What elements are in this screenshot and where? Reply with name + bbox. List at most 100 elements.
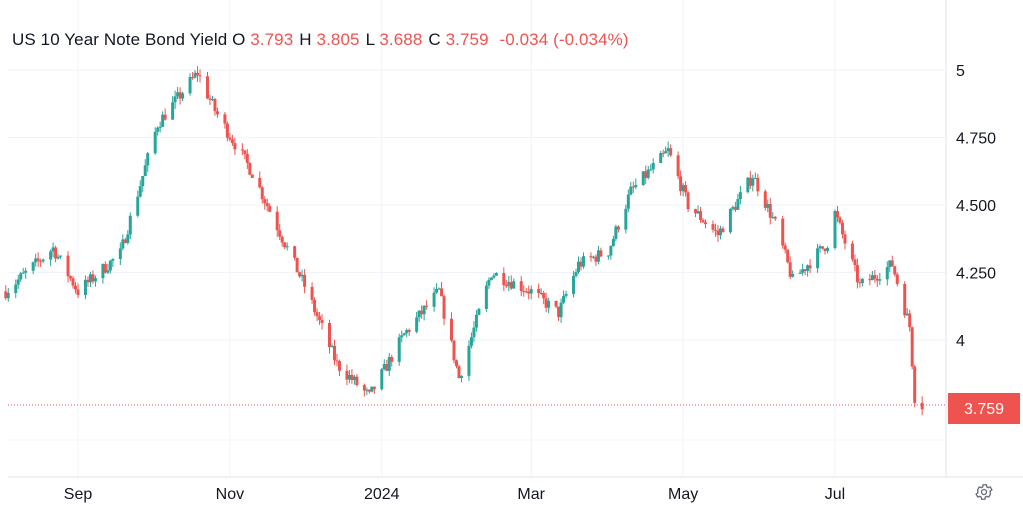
candle-down (544, 298, 548, 308)
candle-down (243, 150, 247, 154)
y-tick-label: 4.250 (956, 266, 996, 283)
candle-down (372, 386, 376, 390)
candle-down (803, 269, 807, 271)
candle-up (285, 246, 289, 248)
legend-high-label: H (299, 30, 312, 49)
candle-down (318, 316, 322, 320)
legend-high-value: 3.805 (316, 30, 360, 49)
candle-down (278, 230, 282, 237)
y-tick-label: 4.750 (956, 131, 996, 148)
candle-up (31, 262, 35, 271)
candle-up (611, 239, 615, 246)
candle-up (626, 194, 630, 209)
candle-down (320, 319, 324, 323)
candle-up (472, 327, 476, 338)
candle-down (631, 186, 635, 188)
candle-up (572, 276, 576, 294)
candle-down (39, 260, 43, 262)
y-tick-label: 4.500 (956, 198, 996, 215)
candle-down (74, 285, 78, 290)
price-axis: 4 4.250 4.500 4.750 5 (956, 63, 996, 350)
candle-down (337, 361, 341, 371)
candle-down (669, 148, 673, 156)
candle-down (265, 203, 269, 207)
candle-down (502, 272, 506, 286)
candle-down (504, 285, 508, 287)
grid-lines (8, 0, 946, 477)
candle-down (711, 224, 715, 230)
candle-up (487, 279, 491, 286)
candle-up (347, 374, 351, 380)
candle-down (225, 123, 229, 138)
candle-up (56, 256, 60, 259)
candle-up (59, 255, 63, 257)
candle-up (736, 199, 740, 210)
legend-low-label: L (365, 30, 375, 49)
candle-up (664, 151, 668, 154)
candle-down (843, 234, 847, 244)
candle-up (646, 169, 650, 178)
candle-down (768, 204, 772, 218)
candle-up (111, 259, 115, 261)
candle-up (816, 248, 820, 269)
candle-down (686, 192, 690, 210)
candle-down (103, 264, 107, 273)
candle-up (512, 281, 516, 289)
candle-down (452, 340, 456, 361)
candle-up (547, 300, 551, 308)
candle-down (313, 300, 317, 313)
candle-down (208, 98, 212, 100)
candle-up (564, 293, 568, 296)
candle-up (432, 292, 436, 307)
candle-up (559, 302, 563, 318)
candle-down (228, 137, 232, 140)
candle-down (840, 222, 844, 235)
legend-title: US 10 Year Note Bond Yield (12, 30, 228, 49)
candle-up (181, 93, 185, 99)
candle-up (494, 272, 498, 276)
candle-up (467, 345, 471, 376)
candle-down (756, 177, 760, 192)
x-tick-label: Sep (64, 486, 93, 503)
candle-down (868, 279, 872, 281)
candle-down (245, 153, 249, 163)
candle-up (766, 204, 770, 208)
candle-down (616, 226, 620, 230)
candle-up (188, 77, 192, 94)
last-price-tag: 3.759 (948, 393, 1020, 424)
candle-up (696, 211, 700, 214)
candle-up (400, 335, 404, 338)
settings-button[interactable] (974, 482, 994, 502)
candle-down (4, 291, 8, 299)
candle-down (350, 374, 354, 381)
candle-up (728, 208, 732, 233)
candle-up (19, 273, 23, 280)
candle-up (870, 275, 874, 281)
candle-down (178, 92, 182, 99)
candle-up (659, 153, 663, 163)
y-tick-label: 5 (956, 63, 965, 80)
candle-up (489, 277, 493, 280)
candle-down (684, 185, 688, 193)
candle-up (300, 274, 304, 277)
candle-down (440, 288, 444, 297)
candle-down (198, 75, 202, 77)
candle-down (425, 305, 429, 307)
candle-down (808, 265, 812, 269)
candle-down (594, 256, 598, 262)
candle-up (751, 178, 755, 186)
candle-up (397, 337, 401, 362)
candle-down (713, 229, 717, 231)
candle-down (903, 283, 907, 316)
candle-up (210, 99, 214, 101)
candle-down (589, 256, 593, 258)
candle-up (905, 313, 909, 316)
candle-up (128, 215, 132, 235)
candle-up (21, 272, 25, 274)
candle-down (699, 211, 703, 220)
candle-down (701, 219, 705, 223)
candle-up (437, 288, 441, 290)
candle-up (539, 292, 543, 294)
candle-down (295, 257, 299, 273)
candle-down (783, 245, 787, 250)
